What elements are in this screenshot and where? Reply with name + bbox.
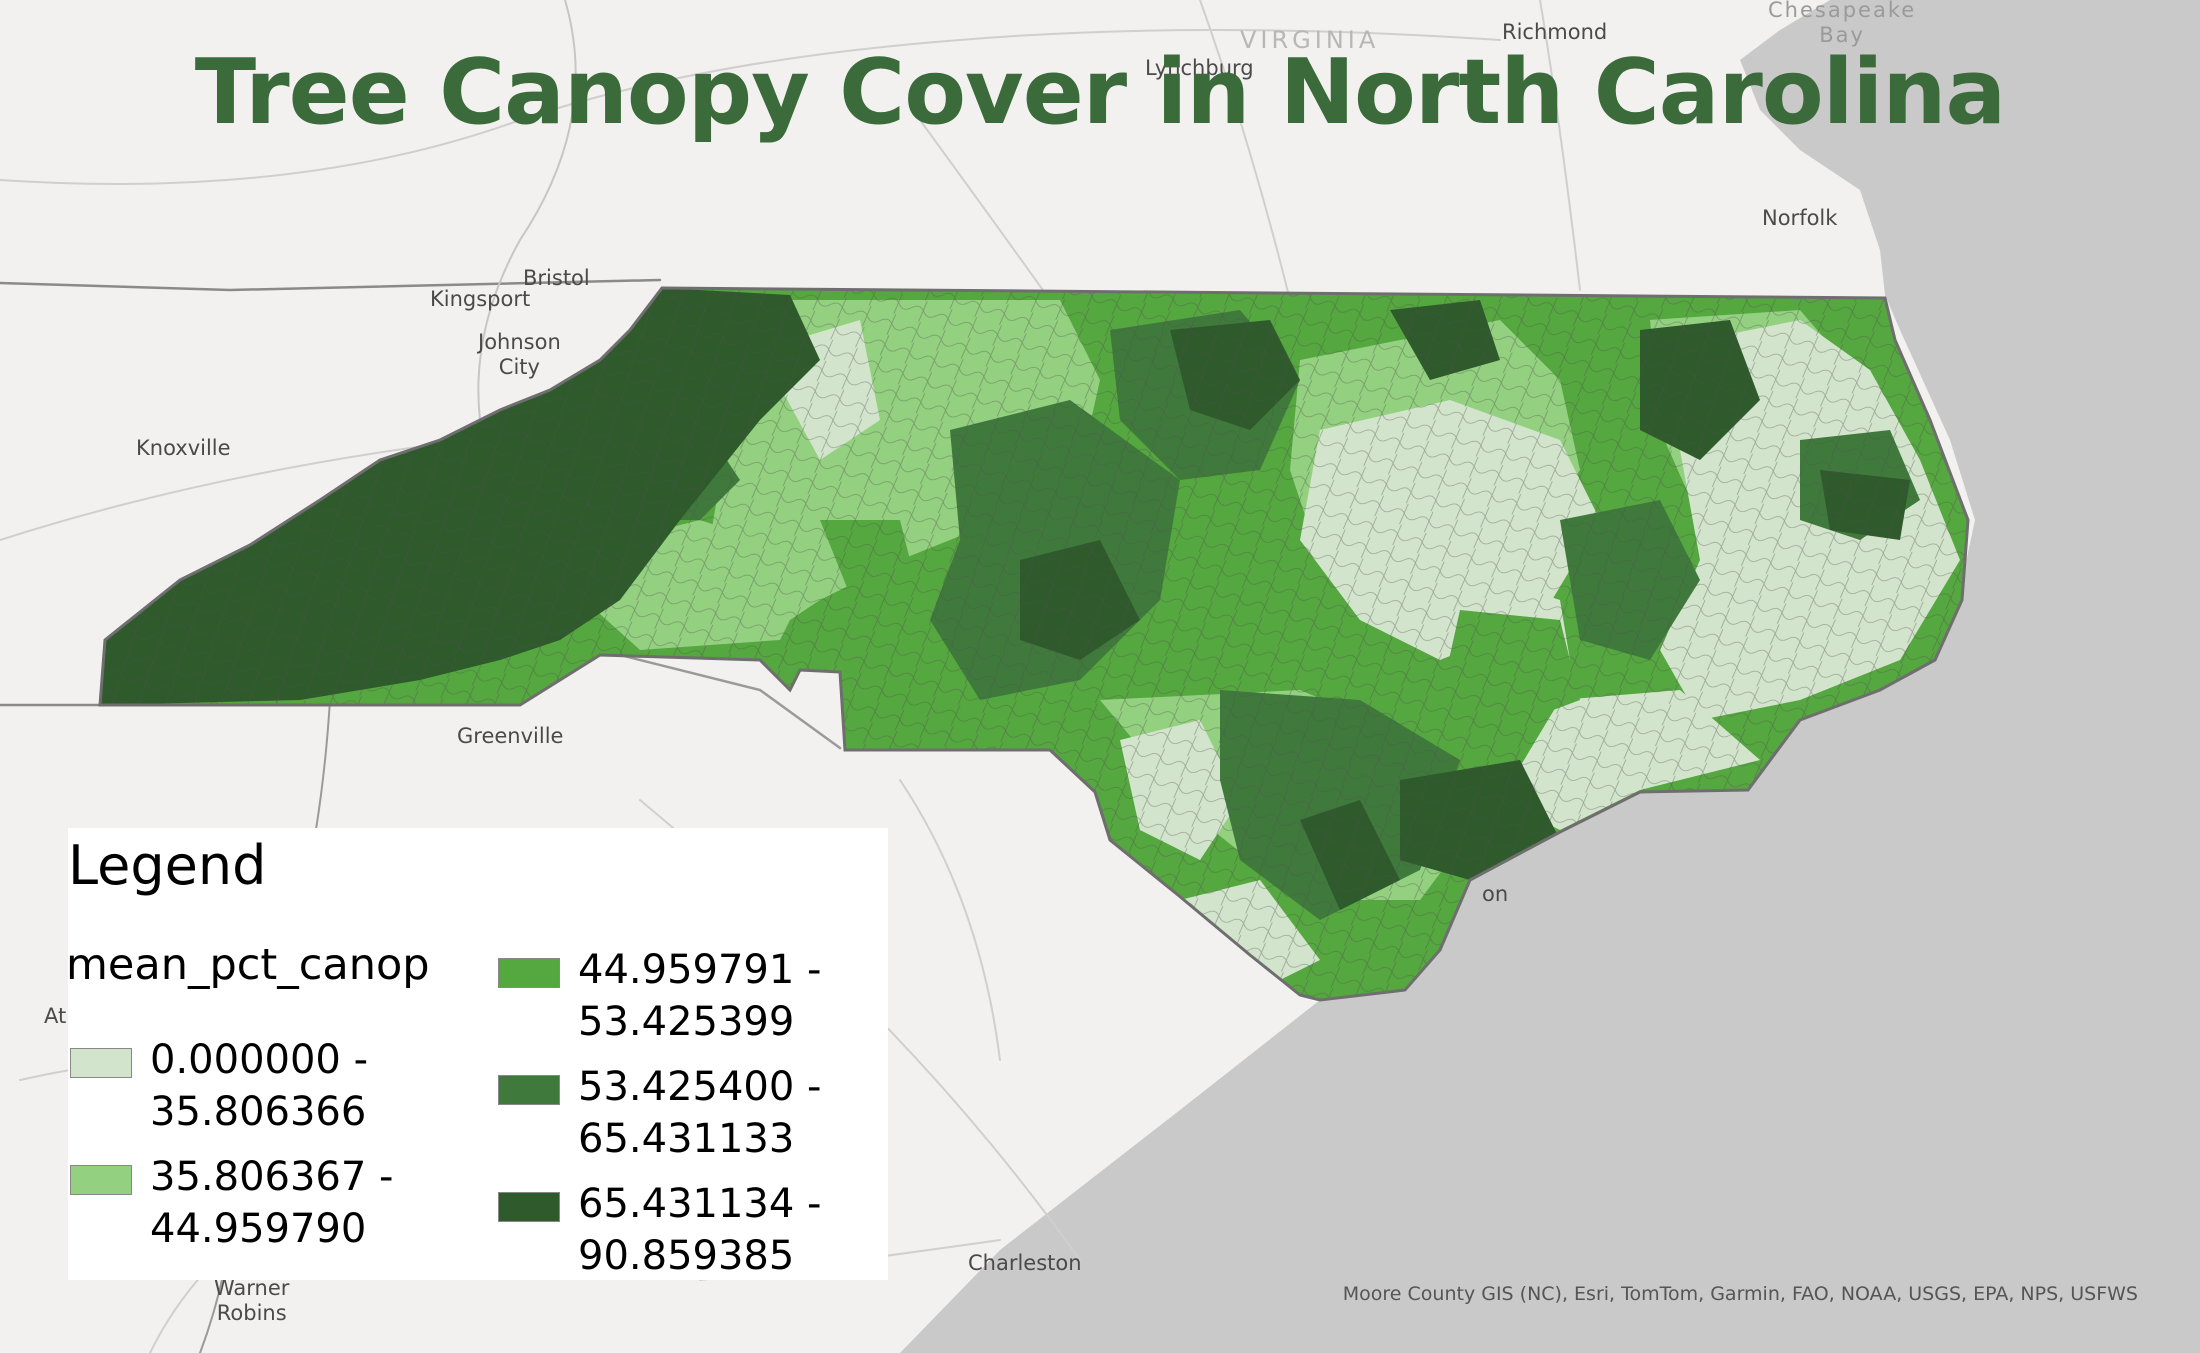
legend-swatch bbox=[498, 1192, 560, 1222]
atlantic-ocean bbox=[900, 0, 2200, 1353]
legend-label: 0.000000 -35.806366 bbox=[150, 1037, 369, 1135]
legend-swatch bbox=[70, 1048, 132, 1078]
place-label-greenville: Greenville bbox=[457, 724, 564, 748]
place-label-lynchburg: Lynchburg bbox=[1145, 56, 1254, 80]
place-label-virginia: VIRGINIA bbox=[1240, 26, 1380, 54]
legend-label: 35.806367 -44.959790 bbox=[150, 1154, 394, 1252]
legend-field-name: mean_pct_canop bbox=[66, 940, 430, 990]
legend-label: 44.959791 -53.425399 bbox=[578, 947, 822, 1045]
place-label-warner-robins: Warner Robins bbox=[214, 1276, 290, 1325]
legend-panel: Legend mean_pct_canop 0.000000 -35.80636… bbox=[66, 828, 888, 1280]
legend-label: 65.431134 -90.859385 bbox=[578, 1181, 822, 1279]
legend-label: 53.425400 -65.431133 bbox=[578, 1064, 822, 1162]
legend-swatch bbox=[498, 1075, 560, 1105]
attribution-text: Moore County GIS (NC), Esri, TomTom, Gar… bbox=[1342, 1283, 2138, 1305]
map-title: Tree Canopy Cover in North Carolina bbox=[194, 40, 2006, 145]
place-label-kingsport: Kingsport bbox=[430, 287, 531, 311]
place-label-knoxville: Knoxville bbox=[136, 436, 231, 460]
place-label-atlanta-partial: At bbox=[44, 1004, 67, 1028]
legend-title: Legend bbox=[68, 834, 267, 897]
place-label-bristol: Bristol bbox=[523, 266, 590, 290]
place-label-wilmington-partial: on bbox=[1482, 882, 1509, 906]
legend-swatch bbox=[70, 1165, 132, 1195]
place-label-charleston: Charleston bbox=[968, 1251, 1082, 1275]
place-label-richmond: Richmond bbox=[1502, 20, 1608, 44]
place-label-norfolk: Norfolk bbox=[1762, 206, 1838, 230]
place-label-chesapeake-bay: Chesapeake Bay bbox=[1768, 0, 1917, 47]
legend-swatch bbox=[498, 958, 560, 988]
place-label-johnson-city: Johnson City bbox=[478, 330, 561, 379]
